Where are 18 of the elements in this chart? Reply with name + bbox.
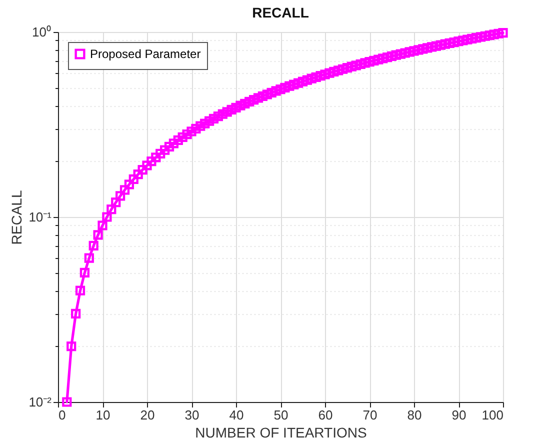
x-tick-label: 90: [452, 408, 466, 422]
y-tick-label: 10⁻¹: [28, 210, 52, 224]
x-tick-label: 10: [96, 408, 110, 422]
x-tick-label: 80: [407, 408, 422, 422]
y-tick-label: 10⁰: [32, 24, 52, 40]
x-tick-label: 20: [140, 408, 155, 422]
x-tick-label: 70: [362, 408, 378, 422]
x-tick-label: 100: [482, 408, 504, 422]
y-axis-title: RECALL: [8, 190, 25, 245]
x-axis-title: NUMBER OF ITEARTIONS: [195, 424, 367, 440]
x-tick-label: 0: [58, 408, 66, 422]
x-tick-label: 60: [318, 408, 333, 422]
x-tick-label: 30: [184, 408, 200, 422]
x-tick-label: 50: [274, 408, 288, 422]
legend-label: Proposed Parameter: [90, 47, 201, 61]
x-tick-label: 40: [229, 408, 244, 422]
y-tick-label: 10⁻²: [28, 394, 52, 410]
chart-title: RECALL: [252, 4, 310, 21]
